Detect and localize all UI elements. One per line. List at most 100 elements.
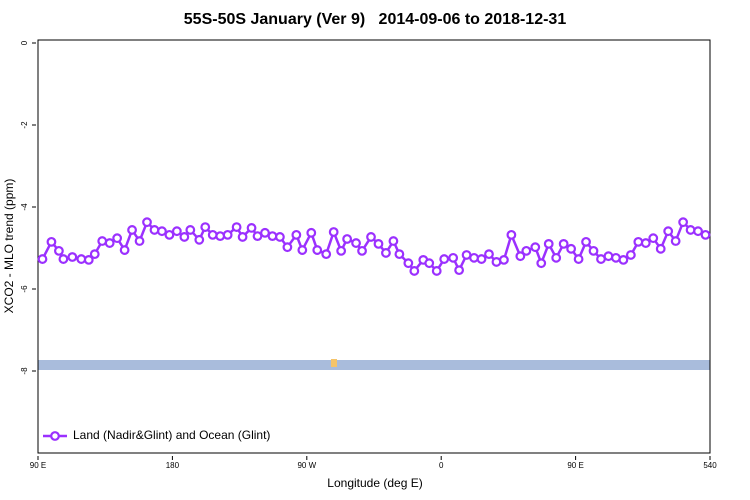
point <box>558 238 569 249</box>
point <box>409 266 420 276</box>
point <box>581 236 591 247</box>
point <box>403 258 414 269</box>
point <box>67 252 78 262</box>
point <box>157 226 167 237</box>
point <box>46 236 57 247</box>
point <box>655 243 666 254</box>
point <box>625 250 636 260</box>
point <box>573 254 584 264</box>
point <box>58 254 69 264</box>
point <box>297 245 308 255</box>
point <box>448 252 459 263</box>
x-axis-label: Longitude (deg E) <box>327 476 422 490</box>
legend-label: Land (Nadir&Glint) and Ocean (Glint) <box>73 428 270 442</box>
point <box>588 245 599 256</box>
point <box>357 245 367 256</box>
surface-strip <box>38 360 710 370</box>
point <box>112 233 123 244</box>
point <box>336 245 347 256</box>
point <box>321 249 332 260</box>
point <box>431 266 442 276</box>
point <box>530 242 541 253</box>
point <box>366 232 376 242</box>
point <box>521 245 532 256</box>
point <box>246 223 257 233</box>
point <box>260 227 270 238</box>
point <box>237 232 248 242</box>
point <box>171 226 182 237</box>
x-tick-label: 90 E <box>30 461 46 470</box>
point <box>54 245 64 256</box>
point <box>536 258 547 269</box>
legend-marker <box>50 431 60 441</box>
x-tick-label: 90 E <box>567 461 583 470</box>
point <box>164 229 175 240</box>
point <box>89 249 100 260</box>
point <box>200 222 211 232</box>
point <box>342 234 353 244</box>
point <box>179 232 190 242</box>
point <box>499 254 509 265</box>
x-tick-label: 180 <box>166 461 180 470</box>
point <box>484 249 494 260</box>
land-marker <box>331 359 337 367</box>
point <box>439 254 450 264</box>
y-tick-label: -2 <box>20 121 29 129</box>
point <box>476 254 487 264</box>
y-tick-label: -4 <box>20 203 29 211</box>
point <box>685 225 696 235</box>
point <box>83 254 94 265</box>
point <box>207 229 218 240</box>
point <box>222 229 233 240</box>
point <box>127 225 137 235</box>
point <box>678 217 689 228</box>
point <box>119 245 130 255</box>
point <box>215 231 226 242</box>
point <box>670 236 681 246</box>
y-axis-label: XCO2 - MLO trend (ppm) <box>2 179 16 314</box>
point <box>515 251 526 262</box>
y-tick-label: 0 <box>20 40 29 45</box>
point <box>312 245 323 255</box>
plot-frame <box>37 39 711 454</box>
x-tick-label: 540 <box>703 461 717 470</box>
point <box>543 238 554 249</box>
x-tick-label: 90 W <box>297 461 316 470</box>
point <box>506 229 517 240</box>
point <box>185 225 196 235</box>
point <box>373 238 384 249</box>
point <box>693 226 703 237</box>
point <box>306 227 317 238</box>
point <box>149 225 160 235</box>
point <box>134 236 145 246</box>
y-tick-label: -8 <box>20 367 29 375</box>
x-tick-label: 0 <box>439 461 444 470</box>
point <box>381 248 391 258</box>
point <box>291 229 302 240</box>
chart-title: 55S-50S January (Ver 9) 2014-09-06 to 20… <box>184 11 567 28</box>
point <box>454 265 465 276</box>
point <box>194 234 205 245</box>
point <box>388 236 399 246</box>
point <box>275 232 285 242</box>
point <box>663 226 674 237</box>
point <box>424 258 435 269</box>
point <box>618 254 629 265</box>
point <box>566 243 577 254</box>
point <box>37 254 48 264</box>
point <box>252 231 263 242</box>
point <box>648 233 659 244</box>
point <box>142 217 152 228</box>
point <box>328 227 339 237</box>
point <box>351 238 361 248</box>
point <box>633 236 644 247</box>
point <box>231 222 242 232</box>
point <box>640 238 651 248</box>
y-tick-label: -6 <box>20 285 29 293</box>
point <box>700 229 711 240</box>
point <box>551 252 562 263</box>
point <box>104 238 115 248</box>
point <box>603 251 614 262</box>
